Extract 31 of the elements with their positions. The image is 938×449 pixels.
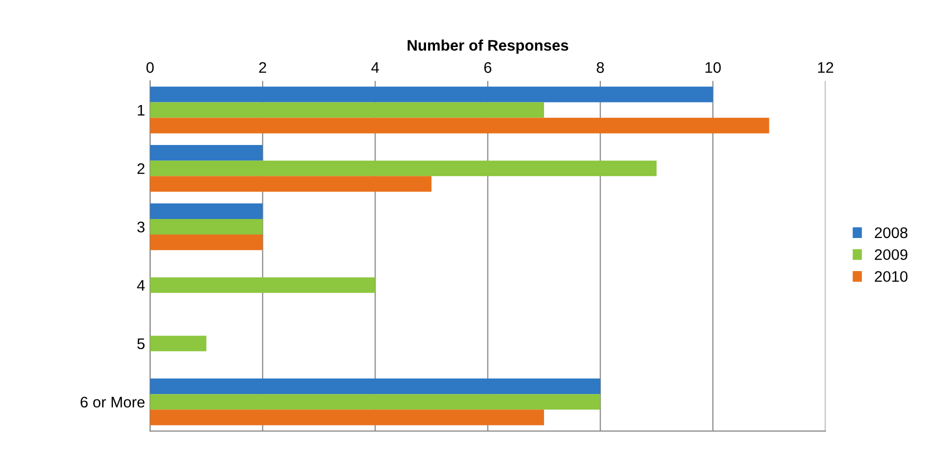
bar xyxy=(150,234,263,250)
bar xyxy=(150,118,770,134)
x-tick-label: 0 xyxy=(146,62,154,73)
y-tick-label: 2 xyxy=(137,163,144,174)
x-tick-label: 6 xyxy=(484,62,492,73)
bar xyxy=(150,203,263,219)
x-tick-label: 12 xyxy=(818,62,834,73)
y-tick-label: 4 xyxy=(137,280,145,291)
x-tick-label: 2 xyxy=(259,62,266,73)
bar xyxy=(150,86,713,102)
x-tick-label: 8 xyxy=(596,62,604,73)
y-tick-label: 1 xyxy=(138,105,144,116)
bar xyxy=(150,394,600,410)
x-axis-title: Number of Responses xyxy=(408,40,568,54)
bar xyxy=(150,176,432,192)
bar xyxy=(150,410,544,426)
bar xyxy=(150,218,263,235)
x-tick-label: 10 xyxy=(706,62,721,73)
bar xyxy=(150,277,376,293)
bar xyxy=(150,160,657,176)
legend-label: 2009 xyxy=(874,249,908,260)
y-tick-label: 3 xyxy=(137,222,145,232)
legend-label: 2008 xyxy=(874,227,908,238)
bar xyxy=(150,102,544,118)
bar xyxy=(150,145,263,161)
y-tick-label: 5 xyxy=(137,338,145,350)
bar xyxy=(150,336,206,352)
legend-label: 2010 xyxy=(874,271,908,282)
y-tick-label: 6 or More xyxy=(80,396,145,408)
x-tick-label: 4 xyxy=(371,62,379,73)
bar xyxy=(150,378,600,394)
